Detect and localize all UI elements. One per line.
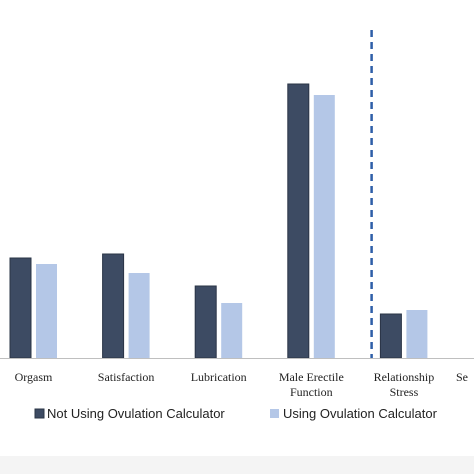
bar-not-using-4 [379,313,402,359]
x-tick-label-5: Se [456,370,468,384]
x-tick-label-4: Relationship Stress [374,370,435,399]
legend: Not Using Ovulation Calculator Using Ovul… [34,406,438,421]
x-tick-label-2: Lubrication [191,370,247,384]
bar-using-0 [36,264,57,358]
bars-layer [9,83,428,359]
bar-using-1 [128,273,150,358]
bar-using-2 [221,303,243,358]
bar-not-using-1 [102,253,125,359]
bar-using-3 [313,95,335,358]
x-tick-label-1: Satisfaction [98,370,155,384]
bar-not-using-0 [9,257,32,359]
footer-band [0,456,474,474]
legend-swatch-0 [34,408,45,419]
bar-not-using-3 [287,83,310,359]
bar-not-using-2 [194,285,217,359]
legend-label-1: Using Ovulation Calculator [283,406,438,421]
x-tick-label-3: Male Erectile Function [279,370,344,399]
x-tick-label-0: Orgasm [15,370,53,384]
legend-label-0: Not Using Ovulation Calculator [47,406,225,421]
legend-swatch-1 [270,409,279,418]
bar-using-4 [406,310,428,358]
x-tick-labels: Orgasm Satisfaction Lubrication Male Erecti… [15,370,468,399]
